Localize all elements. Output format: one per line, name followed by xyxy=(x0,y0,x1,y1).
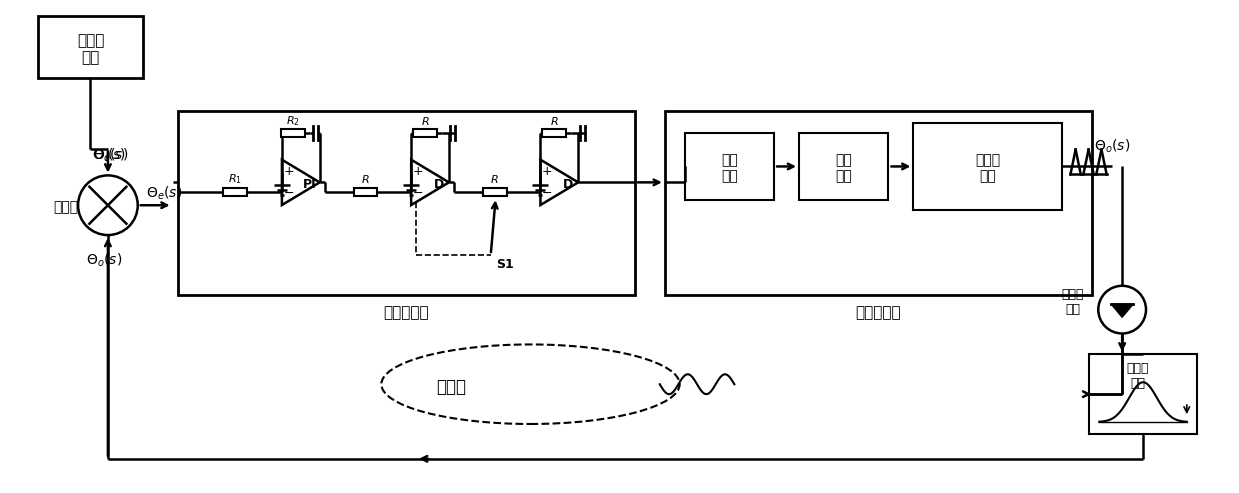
Text: $R$: $R$ xyxy=(550,115,559,127)
Text: $R_1$: $R_1$ xyxy=(228,173,242,186)
Bar xyxy=(483,188,507,196)
Text: 环路滤波器: 环路滤波器 xyxy=(383,305,429,320)
Text: $\Theta_o(s)$: $\Theta_o(s)$ xyxy=(1094,138,1130,155)
Text: $\Theta_e(s)$: $\Theta_e(s)$ xyxy=(146,184,182,202)
Bar xyxy=(665,111,1093,295)
Text: −: − xyxy=(413,186,424,200)
Bar xyxy=(1089,354,1197,434)
Polygon shape xyxy=(1111,304,1134,317)
Text: −: − xyxy=(284,186,294,200)
Bar xyxy=(353,188,378,196)
Text: D: D xyxy=(564,178,574,191)
Text: +: + xyxy=(284,165,294,178)
Text: 光电探
测器: 光电探 测器 xyxy=(1061,288,1084,316)
Text: 压控振荡器: 压控振荡器 xyxy=(856,305,901,320)
Text: D: D xyxy=(434,178,444,191)
Bar xyxy=(685,133,774,200)
Bar xyxy=(281,129,305,137)
Bar xyxy=(413,129,437,137)
Text: 锁相环: 锁相环 xyxy=(436,378,466,396)
Text: +: + xyxy=(413,165,424,178)
Text: PI: PI xyxy=(304,178,317,191)
Text: 高压
驱动: 高压 驱动 xyxy=(721,153,737,183)
Text: 压电
陶瓷: 压电 陶瓷 xyxy=(835,153,852,183)
Text: $R$: $R$ xyxy=(491,174,499,185)
Text: S1: S1 xyxy=(496,258,513,271)
Text: 鉴相器: 鉴相器 xyxy=(53,200,79,214)
Text: $\Theta_i(s)$: $\Theta_i(s)$ xyxy=(93,147,126,164)
Text: 带通滤
波器: 带通滤 波器 xyxy=(1126,362,1150,390)
Text: 频率信
号源: 频率信 号源 xyxy=(77,33,104,65)
Text: $R_2$: $R_2$ xyxy=(286,114,300,128)
Text: $\Theta_o(s)$: $\Theta_o(s)$ xyxy=(85,251,121,269)
Bar xyxy=(38,16,142,78)
Bar xyxy=(799,133,888,200)
Text: 锁模激
光器: 锁模激 光器 xyxy=(975,153,1000,183)
Bar xyxy=(177,111,634,295)
Text: +: + xyxy=(543,165,553,178)
Text: $R$: $R$ xyxy=(361,174,369,185)
Text: −: − xyxy=(543,186,553,200)
Bar xyxy=(223,188,247,196)
Bar xyxy=(543,129,566,137)
Text: $\Theta_o(s)$: $\Theta_o(s)$ xyxy=(92,147,128,164)
Text: $R$: $R$ xyxy=(421,115,430,127)
Bar xyxy=(913,123,1063,210)
